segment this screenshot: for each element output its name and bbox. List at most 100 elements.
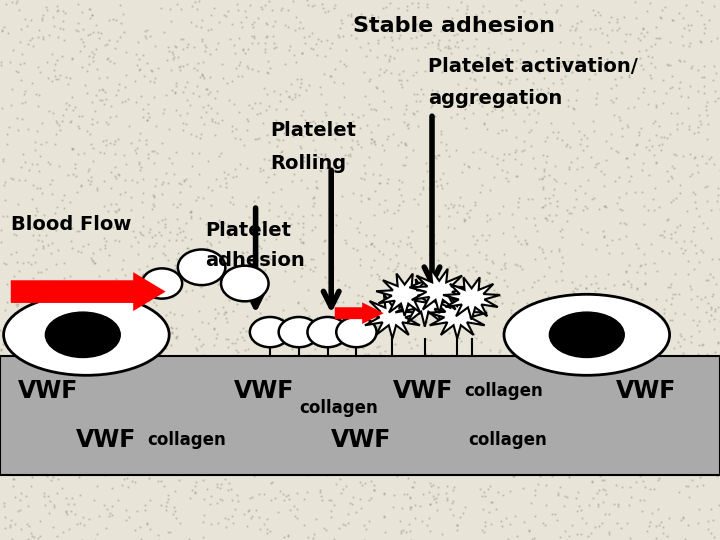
Point [0, 390, 11, 399]
Point [183, 381, 194, 390]
Point [187, 89, 199, 98]
Point [338, 298, 349, 307]
Point [198, 495, 210, 504]
Point [51, 118, 63, 127]
Point [451, 5, 463, 14]
Point [46, 397, 58, 406]
Point [568, 348, 580, 357]
Point [602, 270, 613, 279]
Point [2, 343, 14, 352]
Point [103, 36, 114, 44]
Point [651, 157, 662, 166]
Point [146, 233, 158, 241]
Point [682, 21, 693, 30]
Point [539, 214, 551, 222]
Point [443, 3, 454, 11]
Point [530, 118, 541, 126]
Point [539, 287, 551, 296]
Point [422, 317, 433, 326]
Point [110, 16, 122, 24]
Point [14, 496, 26, 504]
Point [378, 68, 390, 76]
Point [86, 11, 98, 20]
Point [47, 109, 58, 117]
Point [582, 390, 594, 399]
Point [169, 87, 181, 96]
Point [562, 493, 573, 502]
Point [447, 510, 459, 519]
Point [524, 422, 536, 431]
Point [613, 235, 625, 244]
Point [10, 0, 22, 8]
Point [71, 406, 83, 415]
Point [351, 137, 363, 145]
Point [450, 266, 462, 275]
Point [374, 171, 386, 179]
Point [287, 159, 299, 168]
Point [309, 119, 320, 128]
Point [587, 376, 598, 384]
Point [408, 271, 419, 280]
Point [40, 3, 52, 12]
Point [526, 85, 537, 93]
Point [261, 529, 273, 538]
Point [303, 312, 315, 320]
Point [333, 353, 345, 362]
Point [590, 99, 602, 108]
Point [171, 332, 183, 340]
Point [305, 265, 316, 274]
Point [565, 455, 577, 463]
Point [616, 48, 627, 56]
Point [253, 512, 265, 521]
Point [56, 117, 68, 125]
Point [404, 492, 415, 501]
Point [292, 489, 303, 497]
Point [611, 465, 623, 474]
Point [692, 292, 703, 300]
Point [235, 328, 246, 336]
Point [568, 289, 580, 298]
Point [168, 52, 179, 61]
Point [571, 56, 582, 65]
Point [229, 134, 240, 143]
Point [323, 119, 334, 128]
Point [305, 118, 316, 126]
Point [707, 381, 719, 390]
Point [709, 307, 720, 315]
Point [593, 8, 604, 16]
Point [317, 433, 328, 442]
Point [483, 508, 495, 517]
Point [289, 512, 301, 521]
Point [688, 444, 700, 453]
Point [23, 165, 35, 174]
Point [560, 429, 572, 438]
Point [382, 174, 394, 183]
Point [514, 395, 526, 403]
Point [539, 253, 550, 262]
Point [470, 420, 482, 429]
Point [153, 536, 165, 540]
Point [657, 247, 668, 255]
Point [280, 105, 292, 113]
Point [543, 456, 554, 464]
Point [523, 316, 534, 325]
Point [117, 314, 129, 323]
Point [89, 307, 100, 316]
Point [253, 368, 265, 377]
Point [260, 18, 271, 27]
Point [297, 230, 308, 238]
Point [238, 46, 249, 55]
Point [119, 397, 130, 406]
Point [554, 418, 566, 427]
Point [649, 39, 661, 48]
Point [10, 231, 22, 239]
Point [393, 200, 405, 209]
Point [220, 522, 232, 531]
Point [567, 38, 579, 47]
Point [85, 172, 96, 181]
Point [459, 215, 471, 224]
Point [663, 249, 675, 258]
Point [341, 158, 353, 167]
Point [621, 66, 632, 75]
Point [248, 23, 259, 31]
